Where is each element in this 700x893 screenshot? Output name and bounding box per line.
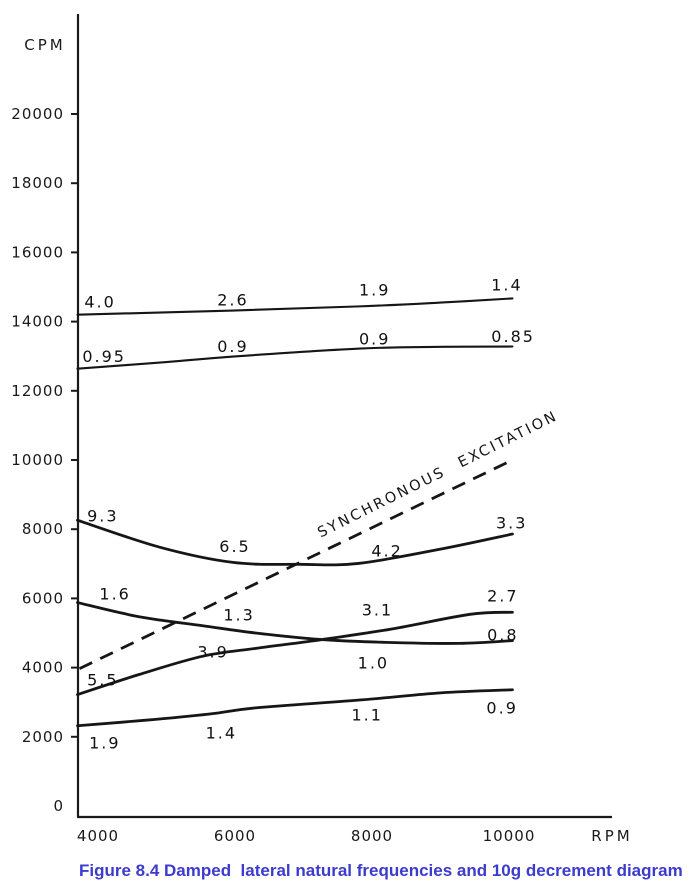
decrement-label-mode-6-2: 1.9 bbox=[359, 280, 390, 299]
y-tick-label-4000: 4000 bbox=[22, 659, 64, 677]
decrement-label-mode-4-2: 4.2 bbox=[371, 541, 402, 560]
decrement-label-mode-4-3: 3.3 bbox=[496, 513, 527, 532]
decrement-label-mode-2-1: 3.9 bbox=[197, 643, 228, 662]
y-tick-label-6000: 6000 bbox=[22, 589, 64, 607]
decrement-label-mode-5-2: 0.9 bbox=[359, 330, 390, 349]
x-tick-label-4000: 4000 bbox=[77, 827, 119, 845]
decrement-label-mode-2-0: 5.5 bbox=[87, 671, 118, 690]
decrement-label-mode-5-0: 0.95 bbox=[82, 347, 126, 366]
y-tick-label-8000: 8000 bbox=[22, 520, 64, 538]
decrement-label-mode-5-3: 0.85 bbox=[491, 327, 535, 346]
figure-caption: Figure 8.4 Damped lateral natural freque… bbox=[79, 861, 683, 880]
x-tick-label-6000: 6000 bbox=[214, 827, 256, 845]
decrement-label-mode-4-1: 6.5 bbox=[219, 537, 250, 556]
x-axis-title: RPM bbox=[591, 827, 632, 845]
chart-canvas: 0 2000 4000 6000 8000 10000 12000 14000 16000 180… bbox=[11, 14, 632, 845]
decrement-label-mode-3-0: 1.6 bbox=[99, 585, 130, 604]
decrement-label-mode-1-0: 1.9 bbox=[89, 734, 120, 753]
curve-mode-1 bbox=[76, 688, 514, 728]
curve-mode-4 bbox=[76, 518, 514, 567]
decrement-label-mode-3-1: 1.3 bbox=[223, 605, 254, 624]
y-tick-label-12000: 12000 bbox=[11, 382, 64, 400]
decrement-label-mode-6-1: 2.6 bbox=[217, 290, 248, 309]
decrement-label-mode-6-0: 4.0 bbox=[84, 293, 115, 312]
x-tick-label-10000: 10000 bbox=[483, 827, 536, 845]
y-tick-label-2000: 2000 bbox=[22, 728, 64, 746]
decrement-label-mode-1-3: 0.9 bbox=[486, 699, 517, 718]
synchronous-excitation-line bbox=[78, 458, 514, 670]
curve-mode-6 bbox=[76, 297, 514, 316]
curve-mode-5 bbox=[76, 345, 514, 370]
y-tick-label-20000: 20000 bbox=[11, 105, 64, 123]
decrement-label-mode-6-3: 1.4 bbox=[491, 276, 522, 295]
decrement-label-mode-5-1: 0.9 bbox=[217, 337, 248, 356]
decrement-label-mode-2-2: 3.1 bbox=[362, 600, 393, 619]
decrement-label-mode-3-3: 0.8 bbox=[487, 625, 518, 644]
x-tick-label-8000: 8000 bbox=[351, 827, 393, 845]
y-tick-label-14000: 14000 bbox=[11, 313, 64, 331]
curve-mode-3 bbox=[76, 601, 514, 645]
y-tick-label-10000: 10000 bbox=[11, 451, 64, 469]
y-tick-label-18000: 18000 bbox=[11, 174, 64, 192]
curve-mode-2 bbox=[76, 610, 514, 696]
y-tick-label-16000: 16000 bbox=[11, 243, 64, 261]
decrement-label-mode-1-1: 1.4 bbox=[206, 724, 237, 743]
y-axis-title: CPM bbox=[24, 36, 65, 54]
decrement-label-mode-2-3: 2.7 bbox=[487, 586, 518, 605]
y-tick-label-0: 0 bbox=[53, 797, 64, 815]
decrement-label-mode-4-0: 9.3 bbox=[87, 506, 118, 525]
decrement-label-mode-3-2: 1.0 bbox=[358, 653, 389, 672]
decrement-label-mode-1-2: 1.1 bbox=[351, 706, 382, 725]
